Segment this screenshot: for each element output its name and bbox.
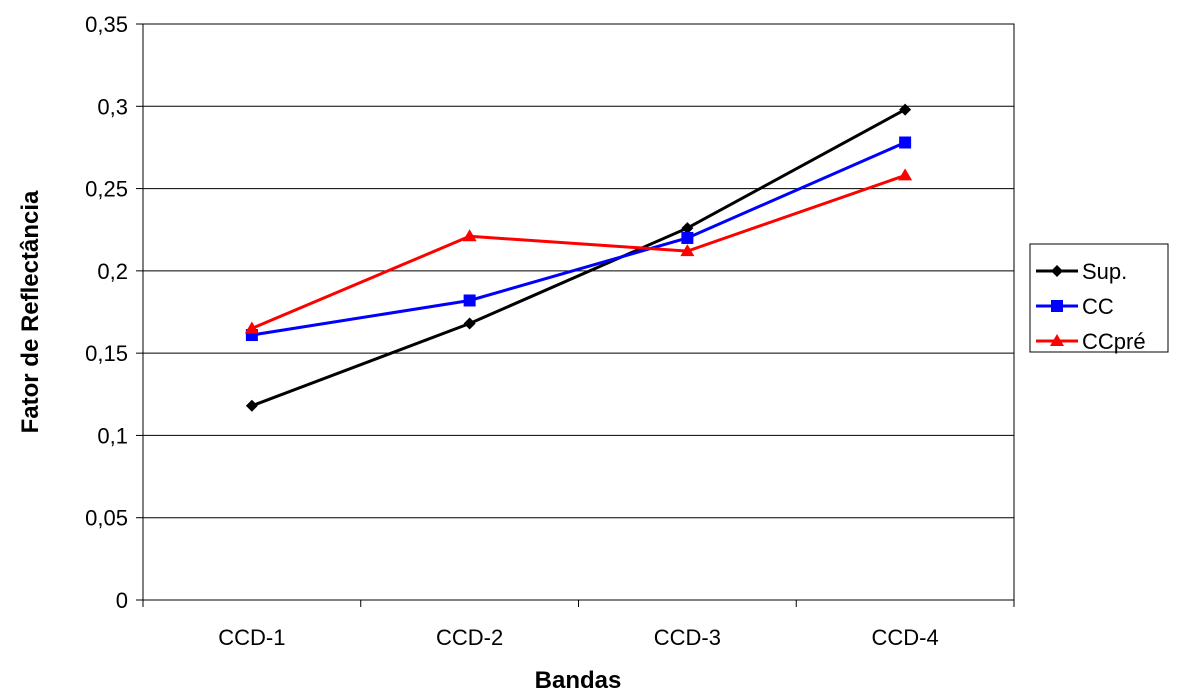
x-axis-ticks: CCD-1 CCD-2 CCD-3 CCD-4: [142, 600, 1015, 650]
legend-marker: [1050, 334, 1064, 346]
data-point: [680, 244, 695, 257]
x-axis-title: Bandas: [535, 667, 622, 694]
legend-item: CC: [1036, 294, 1114, 319]
gridlines: [143, 105, 1014, 519]
y-axis-title: Fator de Reflectância: [17, 190, 44, 433]
series-3: [244, 168, 913, 334]
y-axis-ticks: 0 0,05 0,1 0,15 0,2 0,25 0,3 0,35: [85, 12, 143, 613]
plot-area: [142, 23, 1015, 601]
data-point: [463, 294, 476, 307]
y-tick-label: 0,05: [85, 506, 128, 531]
data-point: [899, 103, 912, 116]
series-2: [245, 136, 912, 342]
data-point: [245, 399, 258, 412]
data-point: [681, 222, 694, 235]
x-tick-label: CCD-4: [872, 625, 939, 650]
x-tick-label: CCD-3: [654, 625, 721, 650]
data-point: [463, 317, 476, 330]
legend-label: CC: [1082, 294, 1114, 319]
data-point: [899, 136, 912, 149]
data-point: [681, 231, 694, 244]
legend-box: [1029, 243, 1169, 353]
y-tick-label: 0,3: [97, 94, 128, 119]
series-line: [251, 108, 906, 408]
y-tick-label: 0: [116, 588, 128, 613]
y-tick-label: 0,1: [97, 423, 128, 448]
data-point: [898, 168, 913, 181]
legend-marker: [1051, 300, 1063, 312]
legend-marker: [1051, 265, 1063, 277]
legend-label: Sup.: [1082, 259, 1127, 284]
y-tick-label: 0,2: [97, 259, 128, 284]
legend-item: CCpré: [1036, 329, 1146, 354]
data-point: [244, 321, 259, 334]
series-line: [251, 173, 906, 330]
y-tick-label: 0,25: [85, 177, 128, 202]
y-tick-label: 0,15: [85, 341, 128, 366]
x-tick-label: CCD-2: [436, 625, 503, 650]
x-tick-label: CCD-1: [218, 625, 285, 650]
legend-label: CCpré: [1082, 329, 1146, 354]
series-line: [251, 141, 906, 337]
legend-item: Sup.: [1036, 259, 1127, 284]
data-point: [462, 229, 477, 242]
y-tick-label: 0,35: [85, 12, 128, 37]
legend: Sup. CC CCpré: [1029, 243, 1169, 354]
series-layer: [244, 103, 913, 412]
series-1: [245, 103, 912, 412]
